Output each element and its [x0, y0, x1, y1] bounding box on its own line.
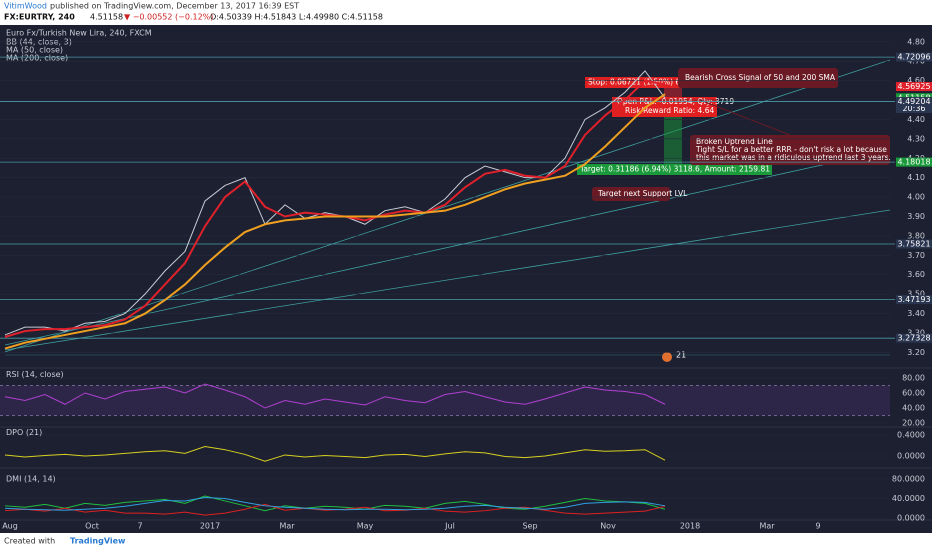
level-label: 4.72096 — [897, 53, 930, 62]
y-tick-label: 0.4000 — [897, 431, 925, 440]
x-tick-label: Mar — [759, 522, 775, 531]
chart-background — [0, 25, 932, 533]
pane-title: DPO (21) — [6, 428, 42, 437]
tight-label-2: this market was in a ridiculous uptrend … — [696, 153, 891, 162]
x-tick-label: Jul — [444, 522, 455, 531]
series-line — [4, 93, 666, 350]
y-tick-label: 3.80 — [907, 231, 925, 240]
legend-ma200: MA (200, close) — [6, 54, 68, 63]
author[interactable]: VitimWood — [4, 2, 47, 11]
change: ▼ −0.00552 (−0.12%) — [124, 13, 213, 22]
level-label: 3.47193 — [897, 295, 930, 304]
y-tick-label: 3.60 — [907, 270, 925, 279]
last-price: 4.51158 — [90, 13, 123, 22]
y-tick-label: 4.10 — [907, 173, 925, 182]
level-box — [896, 82, 932, 92]
x-tick-label: 9 — [815, 522, 820, 531]
y-tick-label: 60.00 — [902, 389, 925, 398]
series-line — [4, 495, 666, 512]
y-tick-label: 3.40 — [907, 309, 925, 318]
y-tick-label: 3.20 — [907, 348, 925, 357]
legend-instrument: Euro Fx/Turkish New Lira, 240, FXCM — [6, 29, 152, 38]
y-tick-label: 4.40 — [907, 115, 925, 124]
y-tick-label: 20.00 — [902, 419, 925, 428]
x-tick-label: Sep — [522, 522, 537, 531]
level-label: 4.56925 — [897, 82, 930, 91]
footer-created: Created with — [4, 537, 55, 546]
legend-ma50: MA (50, close) — [6, 46, 63, 55]
tight-label-1: Tight S/L for a better RRR - don't risk … — [695, 145, 887, 154]
time-box — [896, 104, 932, 113]
trend-line — [4, 59, 891, 353]
y-tick-label: 3.30 — [907, 328, 925, 337]
pane-title: RSI (14, close) — [6, 370, 64, 379]
x-tick-label: 2017 — [200, 522, 220, 531]
y-tick-label: 0.0000 — [897, 514, 925, 523]
broken-label: Broken Uptrend Line — [696, 137, 773, 146]
stop-box — [585, 77, 765, 88]
level-box — [896, 157, 932, 167]
x-tick-label: Nov — [600, 522, 616, 531]
rrr-label: Risk/Reward Ratio: 4.64 — [625, 106, 714, 115]
y-tick-label: 3.50 — [907, 290, 925, 299]
badge-count: 21 — [676, 351, 686, 360]
level-label: 3.75821 — [897, 240, 930, 249]
y-tick-label: 80.00 — [902, 374, 925, 383]
stop-label: Stop: 0.06721 (1.50%) 672.1, Amount: 750… — [588, 78, 763, 87]
symbol: FX:EURTRY, 240 — [4, 13, 75, 22]
open-box — [612, 97, 717, 117]
x-tick-label: May — [357, 522, 374, 531]
y-tick-label: 0.0000 — [897, 452, 925, 461]
ohlc: O:4.50339 H:4.51843 L:4.49980 C:4.51158 — [210, 13, 383, 22]
target-label: Target: 0.31186 (6.94%) 3118.6, Amount: … — [579, 165, 770, 174]
y-tick-label: 4.80 — [907, 37, 925, 46]
level-box — [896, 333, 932, 343]
rsi-band — [0, 385, 890, 416]
support-label: Target next Support LVL — [597, 189, 688, 198]
x-tick-label: 2018 — [680, 522, 700, 531]
x-tick-label: Mar — [279, 522, 295, 531]
level-label: 4.49204 — [897, 97, 930, 106]
y-tick-label: 4.00 — [907, 193, 925, 202]
series-line — [4, 497, 666, 511]
bearish-callout — [678, 68, 838, 88]
level-box — [896, 97, 932, 107]
published: published on TradingView.com, December 1… — [50, 2, 299, 11]
y-tick-label: 3.70 — [907, 251, 925, 260]
trend-line — [4, 149, 891, 346]
trend-line — [4, 209, 891, 351]
series-line — [4, 446, 666, 462]
y-tick-label: 40.0000 — [892, 494, 925, 503]
x-tick-label: Oct — [85, 522, 99, 531]
y-tick-label: 4.60 — [907, 76, 925, 85]
level-box — [896, 52, 932, 62]
bearish-label: Bearish Cross Signal of 50 and 200 SMA — [685, 73, 836, 82]
support-callout — [592, 187, 670, 201]
level-label: 3.27328 — [897, 334, 930, 343]
badge[interactable] — [662, 352, 672, 362]
trend-lines — [4, 59, 891, 356]
y-tick-label: 80.0000 — [892, 475, 925, 484]
pane-title: DMI (14, 14) — [6, 475, 56, 484]
tight-callout — [690, 135, 890, 165]
callout-pointer — [699, 99, 791, 136]
level-label: 4.18018 — [897, 158, 930, 167]
x-tick-label: 7 — [137, 522, 142, 531]
time-label: 20:36 — [902, 104, 925, 113]
y-tick-label: 3.90 — [907, 212, 925, 221]
level-box — [896, 239, 932, 249]
footer-brand[interactable]: TradingView — [70, 537, 126, 546]
level-box — [896, 295, 932, 305]
x-tick-label: Aug — [2, 522, 18, 531]
y-tick-label: 4.30 — [907, 134, 925, 143]
y-tick-label: 40.00 — [902, 404, 925, 413]
series-line — [4, 383, 666, 409]
target-box — [577, 164, 772, 175]
